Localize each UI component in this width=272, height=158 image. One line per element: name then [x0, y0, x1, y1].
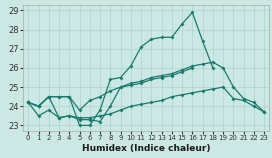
X-axis label: Humidex (Indice chaleur): Humidex (Indice chaleur)	[82, 144, 211, 153]
